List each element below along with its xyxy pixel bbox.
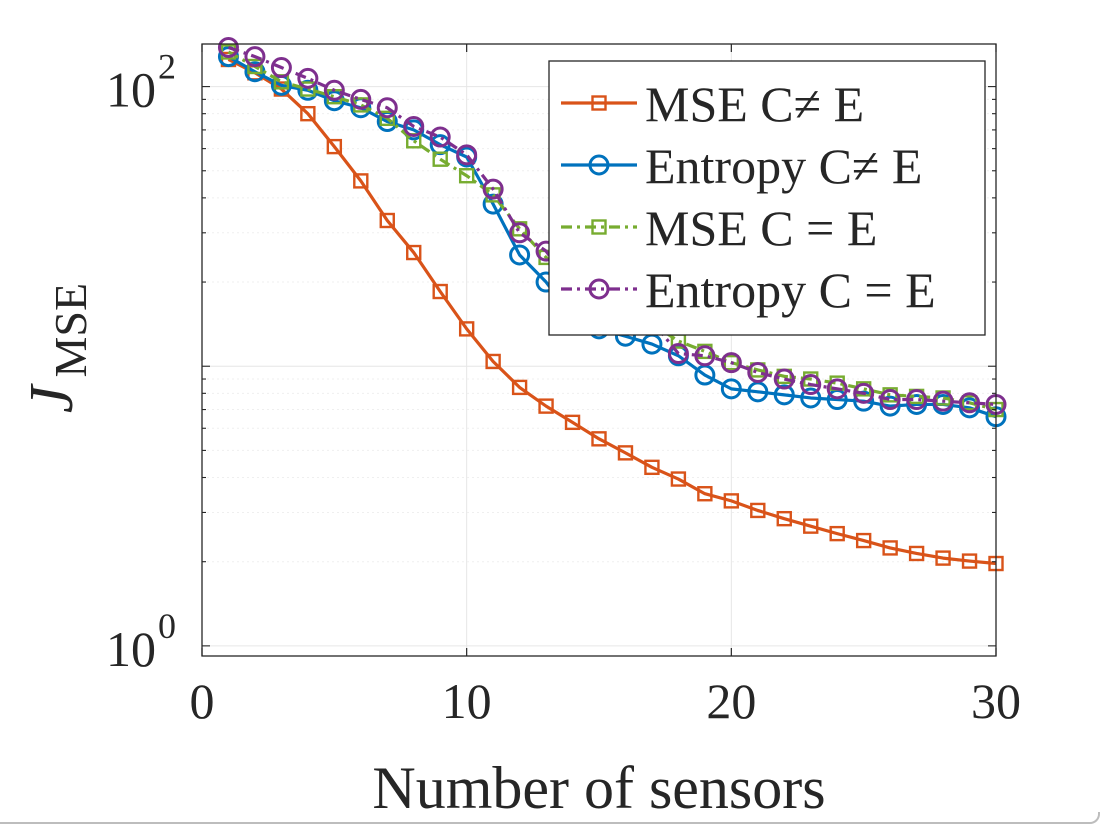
legend-label: MSE C = E bbox=[645, 200, 877, 256]
legend: MSE C≠ E Entropy C≠ E MSE C = E Entropy C =… bbox=[548, 60, 986, 336]
data-point bbox=[247, 58, 263, 75]
data-point bbox=[350, 88, 372, 110]
data-point bbox=[644, 459, 660, 476]
data-point bbox=[667, 343, 689, 365]
y-axis-label-group: J MSE bbox=[18, 283, 96, 413]
data-point bbox=[353, 173, 369, 189]
y-axis-label: J MSE bbox=[18, 283, 96, 413]
legend-entry: Entropy C≠ E bbox=[561, 138, 922, 194]
data-point bbox=[482, 178, 504, 200]
data-point bbox=[935, 550, 951, 566]
data-point bbox=[432, 151, 448, 167]
legend-label: Entropy C≠ E bbox=[645, 138, 922, 194]
data-point bbox=[800, 387, 822, 409]
data-point bbox=[723, 354, 740, 371]
data-point bbox=[826, 378, 848, 400]
data-point bbox=[429, 126, 451, 148]
data-point bbox=[403, 115, 425, 137]
data-point bbox=[932, 390, 954, 412]
legend-marker bbox=[588, 278, 610, 300]
legend-marker bbox=[591, 219, 607, 235]
series-1 bbox=[220, 51, 1004, 572]
data-point bbox=[300, 81, 316, 97]
data-point bbox=[750, 502, 766, 519]
x-axis-label: Number of sensors bbox=[372, 755, 825, 821]
data-point bbox=[564, 414, 581, 431]
data-point bbox=[720, 352, 742, 374]
x-tick-label: 10 bbox=[442, 673, 492, 729]
data-point bbox=[300, 105, 316, 122]
data-point bbox=[326, 138, 343, 155]
window-frame-edge bbox=[0, 812, 1100, 824]
data-point bbox=[379, 110, 395, 127]
legend-label: Entropy C = E bbox=[645, 262, 936, 318]
data-point bbox=[697, 486, 713, 502]
x-tick-label: 30 bbox=[971, 673, 1021, 729]
data-point bbox=[376, 97, 398, 119]
ticks bbox=[201, 44, 997, 656]
data-point bbox=[694, 345, 716, 367]
data-point bbox=[538, 398, 554, 414]
plot-frame bbox=[201, 43, 997, 657]
y-axis-label-main: J bbox=[18, 383, 86, 413]
data-point bbox=[456, 144, 478, 166]
data-point bbox=[773, 384, 795, 406]
data-point bbox=[747, 361, 769, 383]
y-tick-label: 10 bbox=[106, 62, 156, 118]
data-point bbox=[908, 545, 925, 562]
data-point bbox=[879, 389, 901, 411]
y-tick-label-exponent: 2 bbox=[158, 47, 176, 87]
series-line bbox=[227, 45, 997, 407]
data-point bbox=[244, 46, 266, 68]
data-point bbox=[720, 378, 742, 400]
data-point bbox=[776, 510, 792, 527]
data-point bbox=[670, 471, 687, 487]
data-point bbox=[432, 283, 448, 300]
data-point bbox=[959, 392, 981, 414]
data-point bbox=[591, 431, 607, 447]
legend-marker bbox=[588, 154, 610, 176]
data-point bbox=[485, 353, 501, 370]
data-point bbox=[803, 518, 819, 534]
y-tick-label-exponent: 0 bbox=[158, 606, 176, 646]
legend-entry: Entropy C = E bbox=[561, 262, 936, 318]
data-point bbox=[882, 540, 898, 556]
data-point bbox=[509, 244, 531, 266]
legend-label: MSE C≠ E bbox=[645, 76, 864, 132]
y-tick-label: 10 bbox=[106, 621, 156, 677]
legend-entry: MSE C≠ E bbox=[561, 76, 864, 132]
data-point bbox=[855, 532, 872, 549]
data-point bbox=[961, 553, 978, 569]
x-tick-label: 20 bbox=[706, 673, 756, 729]
data-point bbox=[379, 212, 395, 229]
data-point bbox=[406, 244, 422, 261]
data-point bbox=[323, 79, 345, 101]
legend-marker bbox=[591, 95, 607, 111]
data-point bbox=[617, 445, 634, 461]
data-point bbox=[853, 382, 875, 404]
data-point bbox=[800, 374, 822, 396]
data-point bbox=[509, 222, 531, 244]
data-point bbox=[829, 525, 845, 542]
data-point bbox=[217, 36, 239, 58]
data-point bbox=[458, 168, 475, 184]
y-axis-label-subscript: MSE bbox=[45, 283, 96, 378]
data-point bbox=[723, 493, 740, 509]
data-point bbox=[297, 67, 319, 89]
legend-box bbox=[548, 60, 986, 336]
data-point bbox=[879, 395, 901, 417]
x-tick-label: 0 bbox=[190, 673, 215, 729]
data-point bbox=[511, 379, 528, 396]
legend-entry: MSE C = E bbox=[561, 200, 877, 256]
data-point bbox=[458, 321, 475, 337]
data-point bbox=[906, 389, 928, 411]
data-point bbox=[270, 57, 292, 79]
data-point bbox=[773, 368, 795, 390]
